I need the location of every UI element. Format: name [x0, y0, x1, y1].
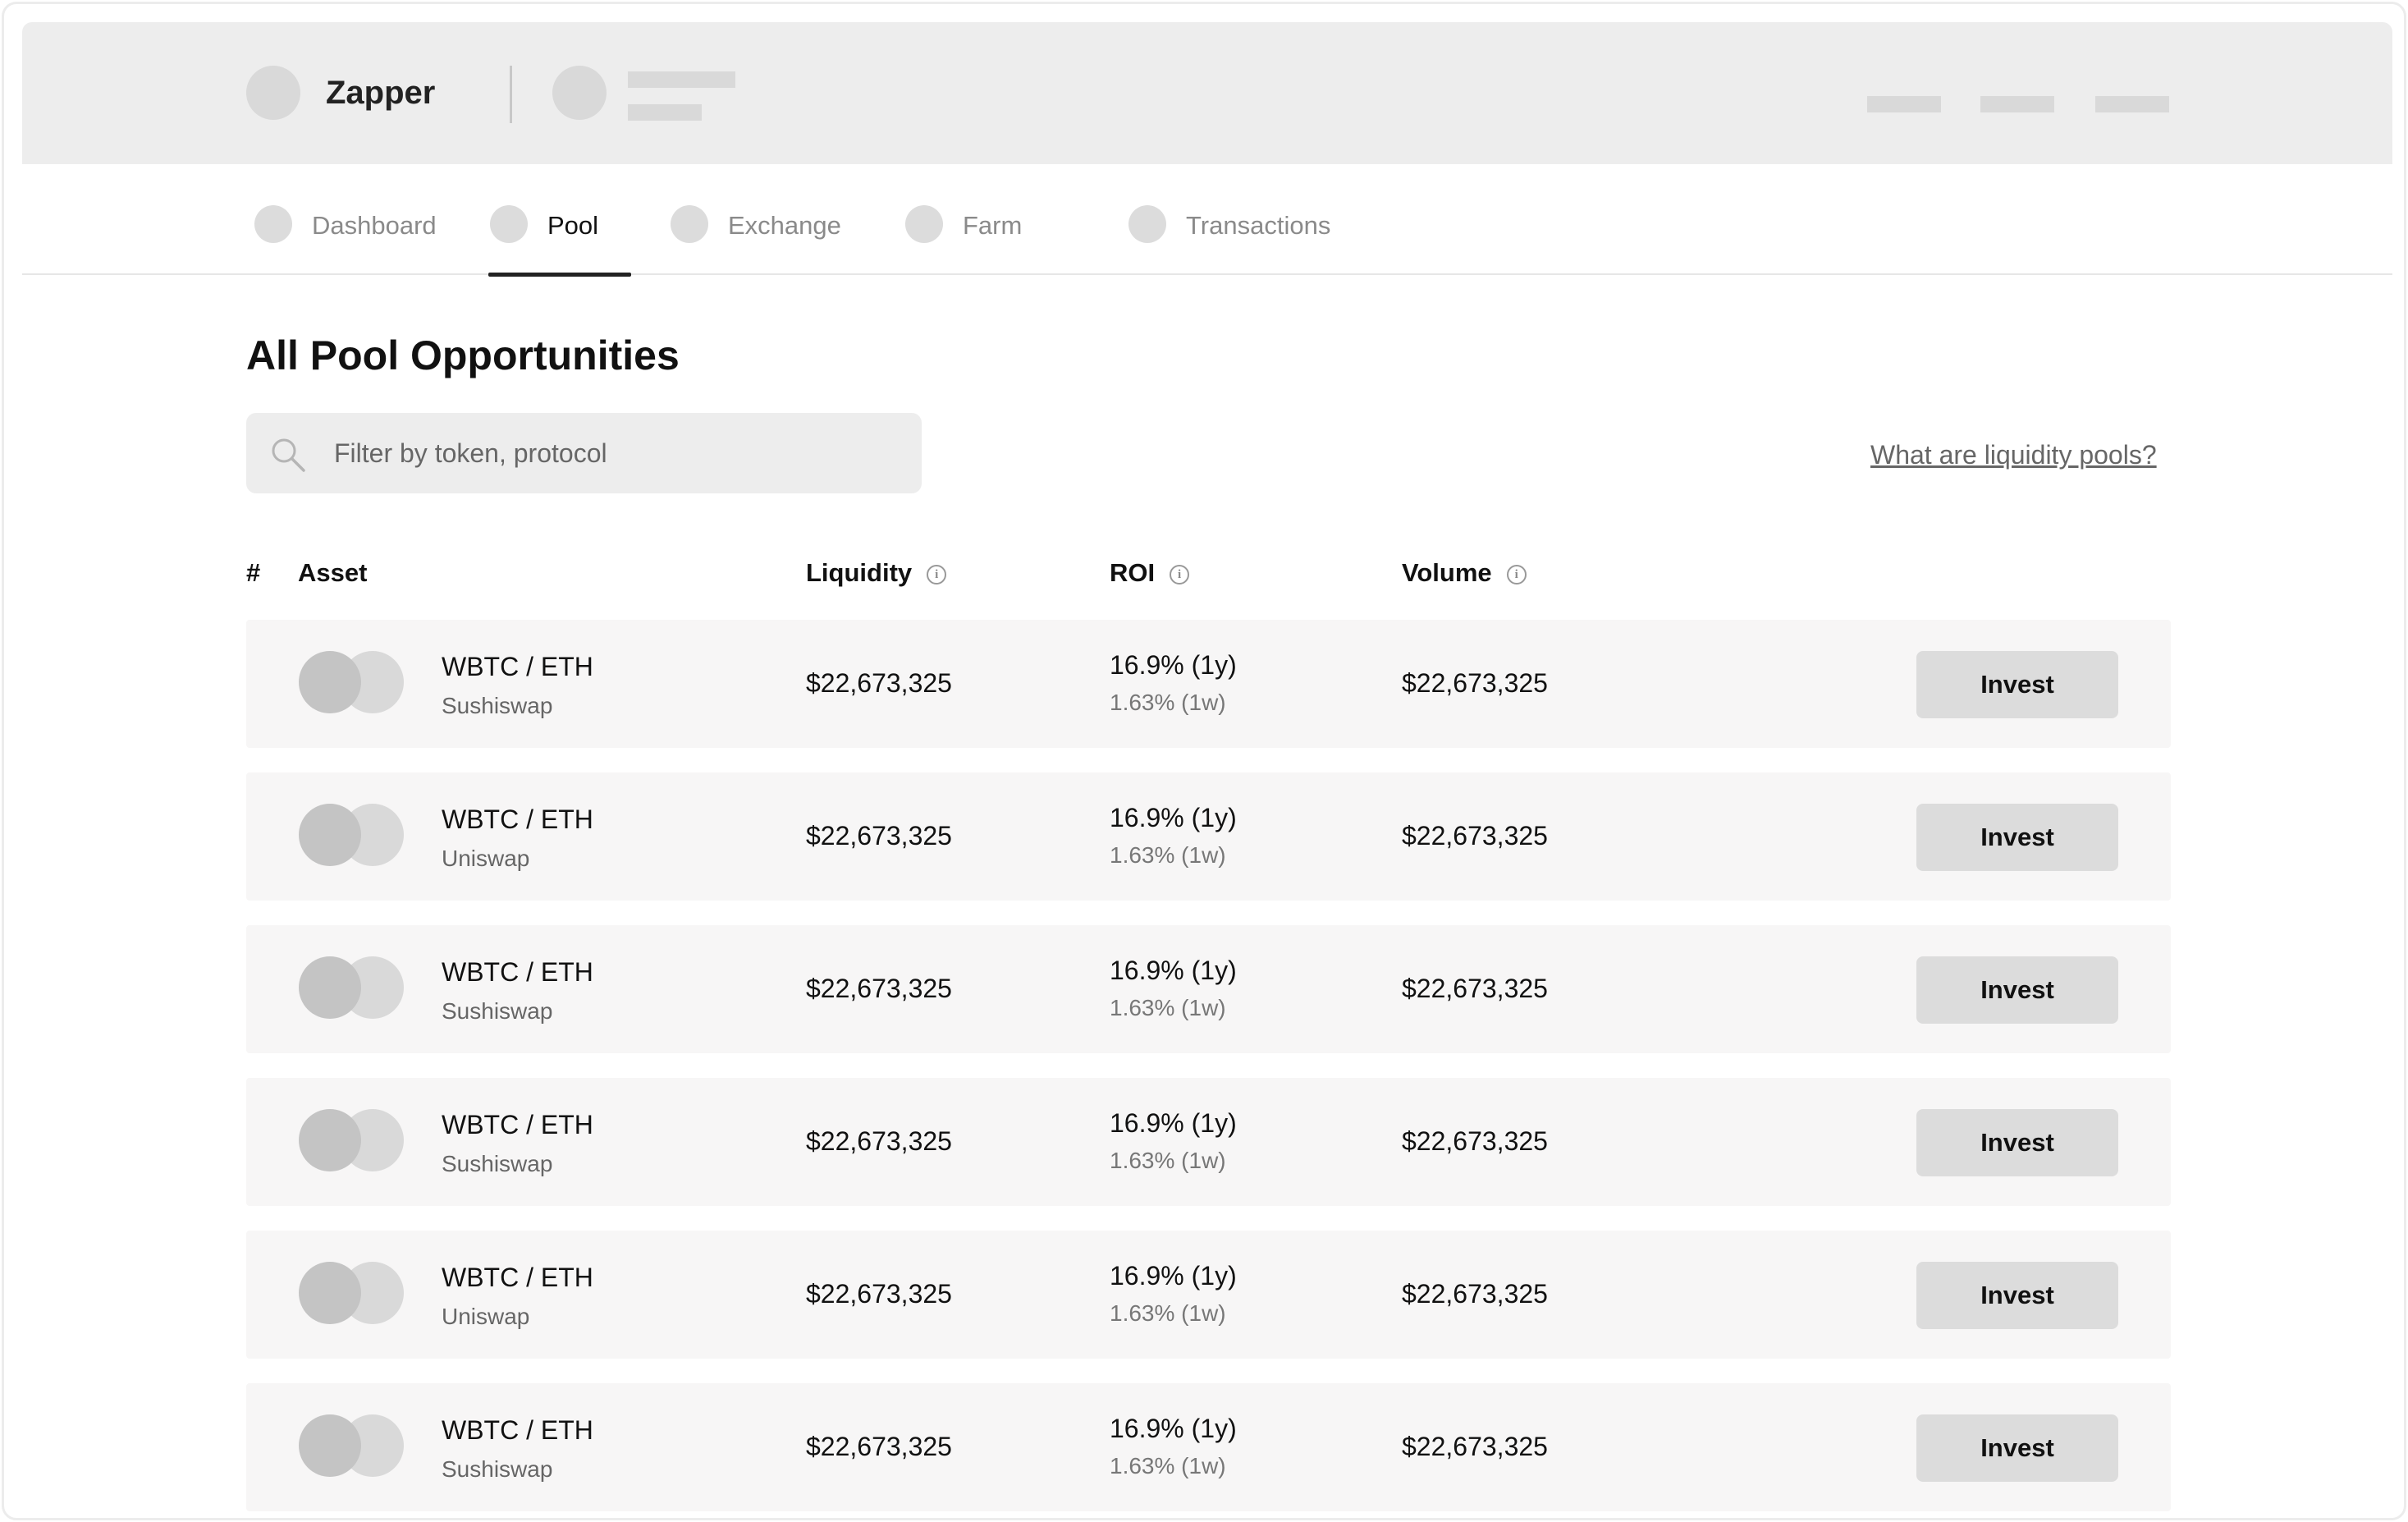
- liquidity-value: $22,673,325: [806, 1432, 952, 1461]
- token-icon: [299, 651, 361, 713]
- roi-week: 1.63% (1w): [1110, 1300, 1226, 1326]
- asset-protocol: Uniswap: [442, 1304, 530, 1329]
- liquidity-value: $22,673,325: [806, 1126, 952, 1156]
- invest-button[interactable]: Invest: [1916, 1109, 2118, 1176]
- table-row[interactable]: WBTC / ETH Uniswap $22,673,325 16.9% (1y…: [246, 772, 2171, 901]
- roi-week: 1.63% (1w): [1110, 1148, 1226, 1173]
- search-box[interactable]: [246, 413, 922, 493]
- volume-value: $22,673,325: [1402, 1126, 1548, 1156]
- table-row[interactable]: WBTC / ETH Sushiswap $22,673,325 16.9% (…: [246, 925, 2171, 1053]
- liquidity-value: $22,673,325: [806, 1279, 952, 1309]
- column-header-label: Volume: [1402, 558, 1492, 587]
- table-row[interactable]: WBTC / ETH Sushiswap $22,673,325 16.9% (…: [246, 620, 2171, 748]
- column-header-volume[interactable]: Volume i: [1402, 557, 1527, 589]
- roi-week: 1.63% (1w): [1110, 1453, 1226, 1478]
- volume-value: $22,673,325: [1402, 821, 1548, 850]
- tab-label: Exchange: [728, 211, 841, 240]
- info-icon[interactable]: i: [1170, 564, 1190, 585]
- table-row[interactable]: WBTC / ETH Sushiswap $22,673,325 16.9% (…: [246, 1078, 2171, 1206]
- asset-pair: WBTC / ETH: [442, 1415, 593, 1445]
- token-icon: [299, 804, 361, 866]
- logo-placeholder-icon[interactable]: [246, 66, 300, 120]
- token-icon: [299, 1414, 361, 1477]
- nav-tabs: Dashboard Pool Exchange Farm Transaction…: [22, 164, 2392, 277]
- roi-year: 16.9% (1y): [1110, 956, 1237, 985]
- search-input[interactable]: [334, 413, 909, 493]
- column-header-liquidity[interactable]: Liquidity i: [806, 557, 947, 589]
- column-header-roi[interactable]: ROI i: [1110, 557, 1190, 589]
- volume-value: $22,673,325: [1402, 1432, 1548, 1461]
- token-icon: [299, 1109, 361, 1171]
- info-icon[interactable]: i: [927, 564, 947, 585]
- info-icon[interactable]: i: [1506, 564, 1527, 585]
- top-header: Zapper: [22, 22, 2392, 164]
- invest-button[interactable]: Invest: [1916, 1262, 2118, 1329]
- invest-button[interactable]: Invest: [1916, 956, 2118, 1024]
- roi-week: 1.63% (1w): [1110, 690, 1226, 715]
- tab-label: Pool: [547, 211, 599, 240]
- asset-pair: WBTC / ETH: [442, 1263, 593, 1292]
- account-name-placeholder: [628, 71, 735, 88]
- volume-value: $22,673,325: [1402, 1279, 1548, 1309]
- liquidity-pools-help-link[interactable]: What are liquidity pools?: [1870, 440, 2157, 470]
- exchange-icon: [671, 205, 708, 243]
- roi-year: 16.9% (1y): [1110, 803, 1237, 832]
- liquidity-value: $22,673,325: [806, 974, 952, 1003]
- pool-icon: [490, 205, 528, 243]
- volume-value: $22,673,325: [1402, 974, 1548, 1003]
- asset-protocol: Sushiswap: [442, 1456, 553, 1482]
- roi-year: 16.9% (1y): [1110, 650, 1237, 680]
- table-row[interactable]: WBTC / ETH Uniswap $22,673,325 16.9% (1y…: [246, 1231, 2171, 1359]
- header-menu-placeholder-1[interactable]: [1867, 96, 1941, 112]
- dashboard-icon: [254, 205, 292, 243]
- liquidity-value: $22,673,325: [806, 821, 952, 850]
- liquidity-value: $22,673,325: [806, 668, 952, 698]
- column-header-label: Liquidity: [806, 558, 913, 587]
- asset-pair: WBTC / ETH: [442, 957, 593, 987]
- column-header-index: #: [246, 558, 261, 587]
- search-icon: [272, 438, 305, 472]
- avatar-placeholder-icon[interactable]: [552, 66, 607, 120]
- active-tab-indicator: [488, 273, 631, 277]
- asset-protocol: Sushiswap: [442, 1151, 553, 1176]
- roi-week: 1.63% (1w): [1110, 995, 1226, 1020]
- token-icon: [299, 1262, 361, 1324]
- farm-icon: [905, 205, 943, 243]
- tab-label: Dashboard: [312, 211, 437, 240]
- app-title[interactable]: Zapper: [326, 75, 436, 111]
- invest-button[interactable]: Invest: [1916, 651, 2118, 718]
- tab-label: Farm: [963, 211, 1023, 240]
- account-balance-placeholder: [628, 104, 702, 121]
- table-row[interactable]: WBTC / ETH Sushiswap $22,673,325 16.9% (…: [246, 1383, 2171, 1511]
- tab-label: Transactions: [1186, 211, 1331, 240]
- asset-pair: WBTC / ETH: [442, 652, 593, 681]
- roi-week: 1.63% (1w): [1110, 842, 1226, 868]
- asset-protocol: Sushiswap: [442, 998, 553, 1024]
- asset-pair: WBTC / ETH: [442, 805, 593, 834]
- column-header-asset[interactable]: Asset: [298, 558, 368, 587]
- roi-year: 16.9% (1y): [1110, 1261, 1237, 1290]
- asset-protocol: Uniswap: [442, 846, 530, 871]
- asset-protocol: Sushiswap: [442, 693, 553, 718]
- transactions-icon: [1128, 205, 1166, 243]
- header-menu-placeholder-3[interactable]: [2095, 96, 2169, 112]
- header-divider: [510, 66, 512, 123]
- volume-value: $22,673,325: [1402, 668, 1548, 698]
- column-header-label: ROI: [1110, 558, 1156, 587]
- header-menu-placeholder-2[interactable]: [1980, 96, 2054, 112]
- roi-year: 16.9% (1y): [1110, 1414, 1237, 1443]
- invest-button[interactable]: Invest: [1916, 804, 2118, 871]
- token-icon: [299, 956, 361, 1019]
- invest-button[interactable]: Invest: [1916, 1414, 2118, 1482]
- roi-year: 16.9% (1y): [1110, 1108, 1237, 1138]
- asset-pair: WBTC / ETH: [442, 1110, 593, 1139]
- page-title: All Pool Opportunities: [246, 332, 680, 378]
